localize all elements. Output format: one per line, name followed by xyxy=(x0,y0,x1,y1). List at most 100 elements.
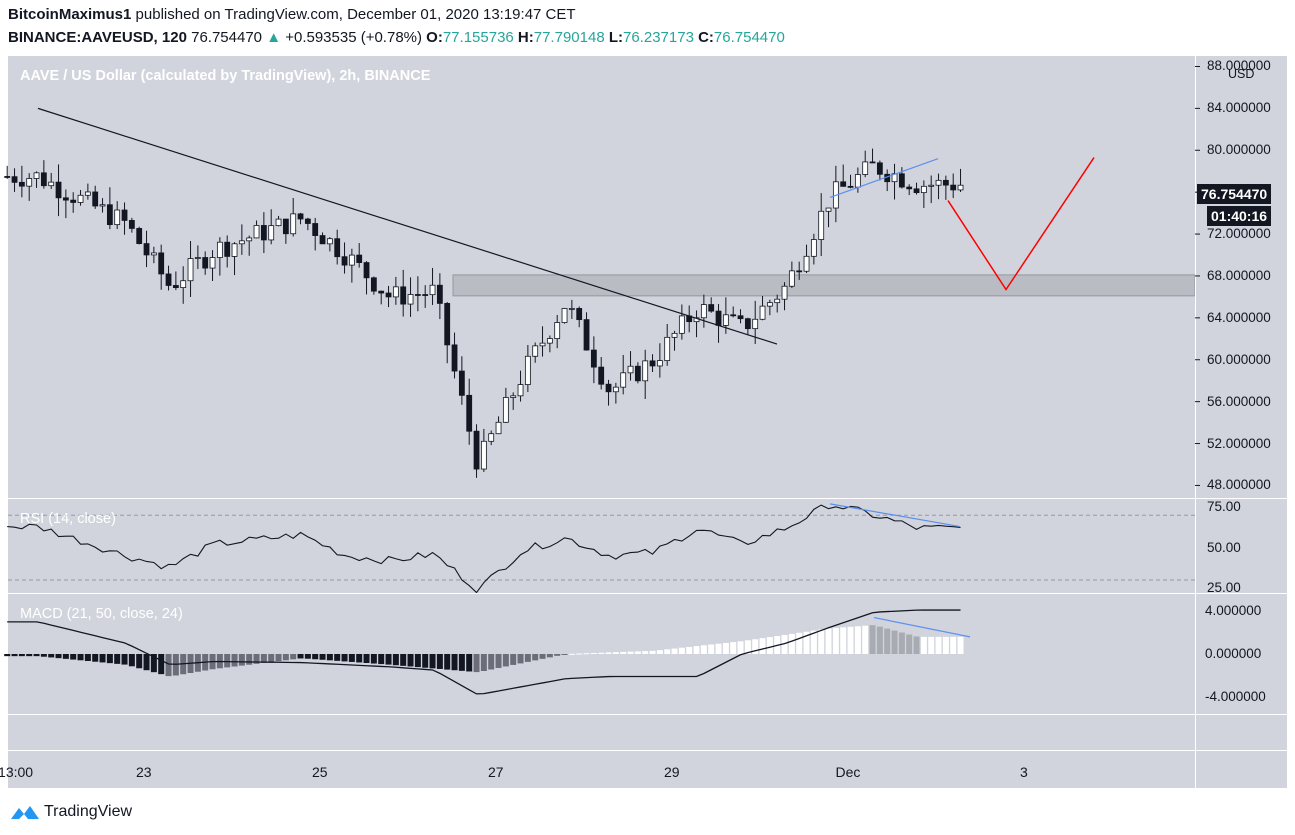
macd-hist-bar xyxy=(612,652,619,654)
macd-hist-bar xyxy=(686,646,693,654)
macd-hist-bar xyxy=(458,654,465,671)
macd-tick-label: -4.000000 xyxy=(1205,688,1266,704)
macd-hist-bar xyxy=(106,654,113,664)
time-axis[interactable] xyxy=(8,751,1195,788)
candle-body xyxy=(40,172,47,187)
candle-body xyxy=(121,209,128,221)
macd-hist-bar xyxy=(796,632,803,654)
macd-hist-bar xyxy=(231,654,238,667)
macd-hist-bar xyxy=(627,651,634,654)
symbol-name: BINANCE:AAVEUSD, 120 xyxy=(8,29,187,46)
macd-hist-bar xyxy=(18,654,25,657)
candle-body xyxy=(378,290,385,294)
candle-body xyxy=(774,298,781,304)
macd-hist-bar xyxy=(451,654,458,671)
candle-body xyxy=(158,252,165,275)
candle-body xyxy=(928,184,935,187)
candle-body xyxy=(33,172,40,179)
candle-body xyxy=(458,370,465,396)
price-change: +0.593535 (+0.78%) xyxy=(285,29,422,46)
macd-hist-bar xyxy=(77,654,84,661)
macd-hist-bar xyxy=(55,654,62,659)
macd-hist-bar xyxy=(92,654,99,662)
macd-hist-bar xyxy=(898,632,905,654)
macd-hist-bar xyxy=(788,633,795,654)
author-name[interactable]: BitcoinMaximus1 xyxy=(8,6,132,23)
candles-group xyxy=(4,148,964,478)
time-tick-label: 27 xyxy=(488,764,504,780)
macd-hist-bar xyxy=(502,654,509,667)
candle-body xyxy=(268,225,275,241)
candle-body xyxy=(950,184,957,191)
macd-hist-bar xyxy=(862,625,869,654)
candle-body xyxy=(407,294,414,305)
macd-hist-bar xyxy=(766,637,773,654)
price-axis[interactable] xyxy=(1195,56,1287,498)
candle-body xyxy=(920,185,927,194)
macd-hist-bar xyxy=(165,654,172,677)
macd-hist-bar xyxy=(150,654,157,673)
macd-hist-bar xyxy=(539,654,546,659)
time-tick-label: 23 xyxy=(136,764,152,780)
macd-hist-bar xyxy=(444,654,451,670)
candle-body xyxy=(656,360,663,367)
macd-hist-bar xyxy=(642,651,649,654)
currency-label: USD xyxy=(1228,67,1255,81)
candle-body xyxy=(473,430,480,470)
candle-body xyxy=(803,255,810,272)
macd-hist-bar xyxy=(840,627,847,654)
candle-body xyxy=(605,383,612,393)
macd-hist-bar xyxy=(781,634,788,654)
candle-body xyxy=(436,284,443,304)
low-value: 76.237173 xyxy=(623,29,694,46)
macd-hist-bar xyxy=(722,642,729,654)
candle-body xyxy=(348,254,355,266)
time-tick-label: Dec xyxy=(835,764,861,780)
price-tick-label: 52.000000 xyxy=(1207,435,1271,451)
time-tick-label: 13:00 xyxy=(0,764,34,780)
candle-body xyxy=(143,243,150,256)
candle-body xyxy=(326,238,333,245)
macd-hist-bar xyxy=(33,654,40,657)
macd-hist-bar xyxy=(400,654,407,666)
countdown-badge: 01:40:16 xyxy=(1207,206,1272,226)
rsi-axis[interactable] xyxy=(1195,499,1287,593)
candle-body xyxy=(612,386,619,393)
price-tick-label: 80.000000 xyxy=(1207,142,1271,158)
rsi-tick-label: 75.00 xyxy=(1207,499,1241,515)
candle-body xyxy=(546,338,553,344)
candle-body xyxy=(524,355,531,385)
macd-hist-bar xyxy=(759,638,766,654)
candle-body xyxy=(429,284,436,296)
candle-body xyxy=(730,314,737,317)
candle-body xyxy=(620,372,627,388)
up-triangle-icon: ▲ xyxy=(266,29,282,46)
candle-body xyxy=(202,257,209,269)
last-price: 76.754470 xyxy=(191,29,263,46)
candle-body xyxy=(847,185,854,188)
tradingview-logo[interactable]: TradingView xyxy=(10,802,132,822)
rsi-tick-label: 50.00 xyxy=(1207,539,1241,555)
brand-name: TradingView xyxy=(44,803,133,820)
candle-body xyxy=(319,235,326,245)
candle-body xyxy=(253,225,260,239)
macd-hist-bar xyxy=(473,654,480,673)
macd-axis[interactable] xyxy=(1195,594,1287,714)
publish-info: published on TradingView.com, December 0… xyxy=(135,6,576,23)
macd-hist-bar xyxy=(524,654,531,662)
macd-hist-bar xyxy=(466,654,473,672)
macd-hist-bar xyxy=(832,627,839,654)
candle-body xyxy=(451,344,458,372)
rsi-pane[interactable] xyxy=(8,499,1195,593)
close-label: C: xyxy=(698,29,714,46)
rsi-divergence-line xyxy=(829,503,961,528)
macd-tick-label: 4.000000 xyxy=(1205,603,1262,619)
macd-hist-bar xyxy=(480,654,487,671)
candle-body xyxy=(18,181,25,187)
macd-title: MACD (21, 50, close, 24) xyxy=(20,606,183,622)
candle-body xyxy=(165,273,172,286)
candle-body xyxy=(480,440,487,470)
empty-pane xyxy=(8,715,1195,750)
macd-hist-bar xyxy=(48,654,55,658)
macd-hist-bar xyxy=(70,654,77,660)
